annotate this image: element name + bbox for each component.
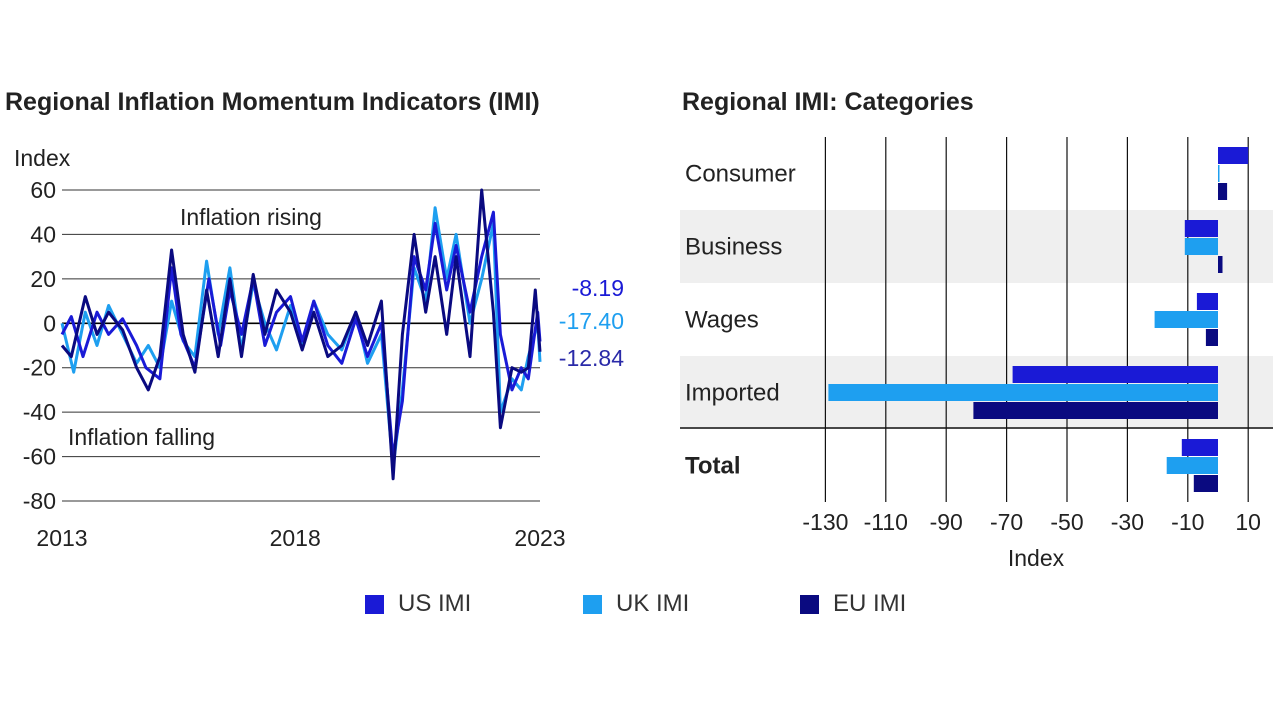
legend-label-us: US IMI	[398, 590, 472, 617]
x-tick-label: 10	[1235, 509, 1261, 535]
category-label-total: Total	[685, 453, 741, 480]
bar-business-eu	[1218, 256, 1223, 273]
legend-swatch-eu	[800, 594, 819, 614]
legend-item-uk: UK IMI	[583, 590, 689, 618]
y-axis-label: Index	[14, 145, 71, 171]
bar-wages-uk	[1154, 311, 1218, 328]
category-label-wages: Wages	[685, 307, 759, 334]
legend-item-us: US IMI	[365, 590, 471, 618]
legend-swatch-uk	[583, 594, 602, 614]
bar-imported-us	[1012, 366, 1218, 383]
bar-chart: Consumer Business Wages Imported Total -130 -1…	[680, 137, 1273, 571]
x-axis-label: Index	[1008, 545, 1065, 571]
x-tick-label: 2018	[270, 525, 321, 551]
bar-imported-uk	[828, 384, 1218, 401]
chart-title-imi: Regional Inflation Momentum Indicators (…	[5, 88, 540, 116]
x-tick-label: -10	[1171, 509, 1204, 535]
legend-swatch-us	[365, 594, 384, 614]
band-shade	[680, 210, 1273, 283]
x-tick-label: 2013	[36, 525, 87, 551]
bar-wages-us	[1196, 293, 1218, 310]
legend: US IMI UK IMI EU IMI	[0, 590, 1280, 622]
annotation-rising: Inflation rising	[180, 204, 322, 230]
bar-wages-eu	[1205, 329, 1218, 346]
bar-imported-eu	[973, 402, 1218, 419]
y-tick-label: 20	[30, 266, 56, 292]
bar-business-us	[1184, 220, 1218, 237]
bar-consumer-uk	[1218, 165, 1220, 182]
bar-business-uk	[1184, 238, 1218, 255]
x-tick-label: -90	[930, 509, 963, 535]
category-label-imported: Imported	[685, 380, 780, 407]
x-tick-label: -110	[864, 509, 908, 535]
x-tick-label: -70	[990, 509, 1023, 535]
legend-label-eu: EU IMI	[833, 590, 907, 617]
bar-consumer-us	[1218, 147, 1249, 164]
line-chart: Index 60 40 20 0 -20 -40 -60 -80 2013 2018 2023 Infl…	[14, 145, 624, 551]
legend-item-eu: EU IMI	[800, 590, 906, 618]
end-value-label-uk: -17.40	[559, 308, 624, 334]
chart-title-categories: Regional IMI: Categories	[682, 88, 974, 116]
series-line-us	[60, 210, 542, 459]
series-line-eu	[60, 188, 542, 481]
bar-total-us	[1181, 439, 1218, 456]
y-tick-label: -80	[23, 488, 56, 514]
x-tick-label: -30	[1111, 509, 1144, 535]
x-tick-label: -50	[1050, 509, 1083, 535]
y-tick-label: -20	[23, 355, 56, 381]
bar-total-uk	[1166, 457, 1218, 474]
legend-label-uk: UK IMI	[616, 590, 690, 617]
end-value-label-us: -8.19	[572, 275, 624, 301]
category-label-consumer: Consumer	[685, 161, 796, 188]
end-value-label-eu: -12.84	[559, 345, 624, 371]
category-label-business: Business	[685, 234, 782, 261]
y-tick-label: -60	[23, 444, 56, 470]
y-tick-label: 0	[43, 310, 56, 336]
x-tick-label: -130	[802, 509, 848, 535]
y-tick-label: -40	[23, 399, 56, 425]
y-tick-label: 40	[30, 221, 56, 247]
x-tick-label: 2023	[514, 525, 565, 551]
bar-consumer-eu	[1218, 183, 1228, 200]
y-tick-label: 60	[30, 177, 56, 203]
bar-total-eu	[1193, 475, 1218, 492]
annotation-falling: Inflation falling	[68, 424, 215, 450]
